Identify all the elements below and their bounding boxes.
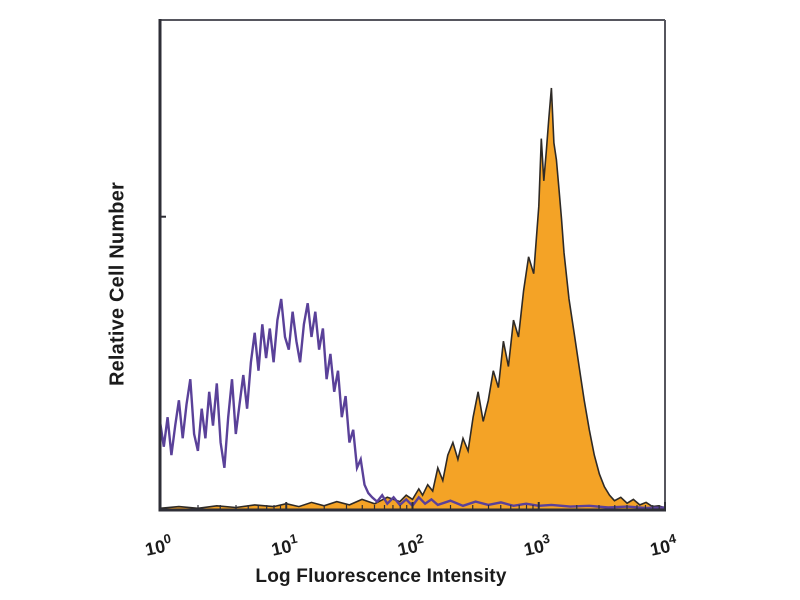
filled-histogram-area <box>160 88 665 510</box>
x-tick-label: 100 <box>143 531 175 560</box>
x-tick-label: 103 <box>521 531 553 560</box>
open-histogram-trace <box>158 298 666 510</box>
x-tick-label: 101 <box>269 531 301 560</box>
filled-histogram-outline <box>159 87 666 510</box>
y-axis-title: Relative Cell Number <box>106 181 129 387</box>
x-tick-label: 104 <box>648 530 680 559</box>
x-tick-label: 102 <box>395 531 427 560</box>
x-axis-title: Log Fluorescence Intensity <box>255 566 507 587</box>
